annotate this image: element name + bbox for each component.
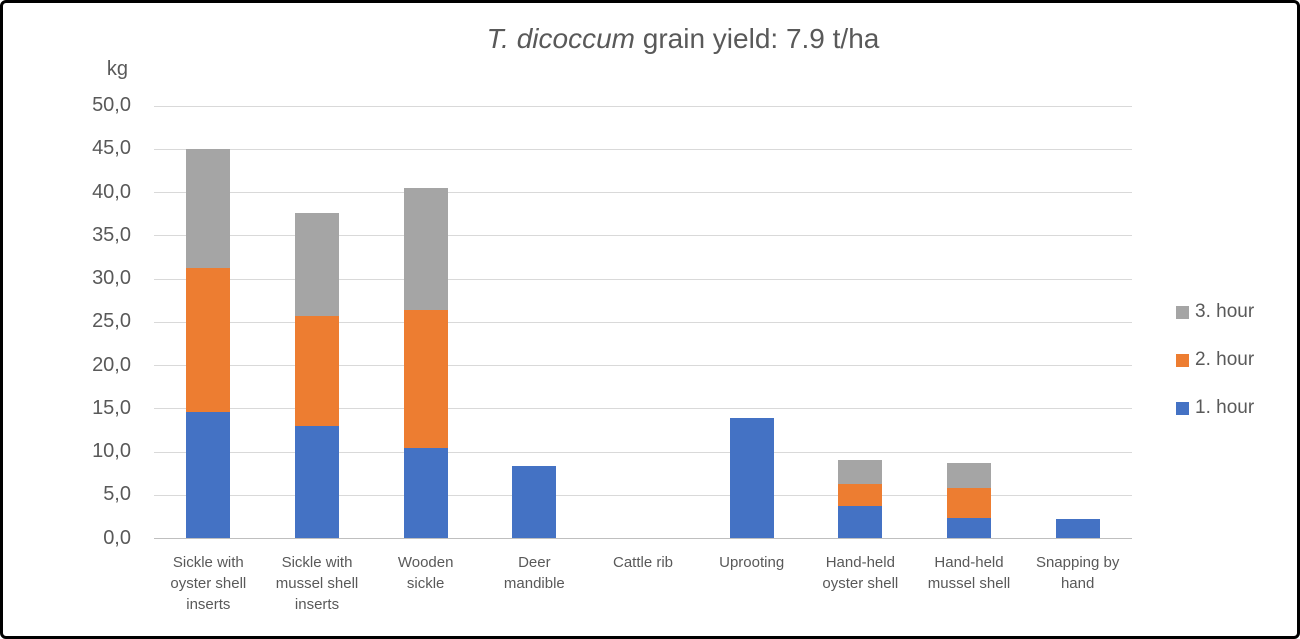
bar-segment-1-hour: [838, 506, 883, 539]
bar-segment-1-hour: [186, 412, 231, 539]
bar-segment-2-hour: [295, 316, 339, 427]
x-category-label: Hand-held oyster shell: [822, 554, 899, 592]
bar-segment-3-hour: [838, 459, 883, 484]
bar-segment-1-hour: [1055, 518, 1100, 539]
legend-swatch-icon: [1176, 401, 1189, 415]
legend-item: 1. hour: [1176, 397, 1255, 418]
x-category-label: Uprooting: [719, 554, 785, 571]
legend-label: 3. hour: [1195, 301, 1255, 322]
gridline: [154, 192, 1132, 193]
y-tick-label: 30,0: [92, 267, 131, 289]
gridline: [154, 278, 1132, 280]
y-tick-label: 20,0: [92, 353, 131, 376]
gridline: [154, 408, 1132, 410]
bar-segment-1-hour: [512, 465, 557, 539]
y-tick-label: 45,0: [92, 137, 131, 160]
y-tick-label: 50,0: [92, 94, 131, 116]
x-category-label: Wooden sickle: [397, 554, 454, 592]
gridline: [154, 105, 1132, 107]
y-tick-label: 10,0: [92, 440, 131, 462]
gridline: [154, 365, 1132, 366]
x-category-label: Cattle rib: [612, 554, 674, 571]
bar-segment-1-hour: [403, 447, 448, 539]
x-category-label: Deer mandible: [503, 554, 565, 592]
bar-segment-3-hour: [295, 213, 339, 317]
x-axis-line: [154, 538, 1132, 539]
gridline: [154, 321, 1132, 323]
legend-label: 2. hour: [1195, 349, 1255, 370]
x-category-label: Snapping by hand: [1035, 554, 1120, 592]
gridline: [154, 494, 1132, 496]
chart-title-text: grain yield: 7.9 t/ha: [634, 23, 880, 54]
bar-segment-2-hour: [403, 310, 448, 448]
legend-item: 3. hour: [1176, 301, 1255, 322]
gridline: [154, 148, 1132, 150]
bar-segment-2-hour: [186, 267, 231, 413]
bar-segment-1-hour: [729, 418, 774, 539]
bar-segment-2-hour: [838, 484, 883, 507]
gridline: [154, 451, 1132, 453]
chart-title-species: T. dicoccum: [486, 23, 635, 54]
legend-label: 1. hour: [1195, 397, 1255, 418]
legend-swatch-icon: [1176, 305, 1189, 319]
legend: 3. hour 2. hour 1. hour: [1176, 301, 1255, 446]
x-category-label: Sickle with mussel shell inserts: [275, 554, 359, 613]
x-category-label: Sickle with oyster shell inserts: [170, 554, 247, 613]
y-tick-label: 0,0: [103, 526, 131, 549]
y-tick-label: 35,0: [92, 223, 131, 246]
y-axis-unit-label: kg: [106, 58, 128, 80]
chart-title: T. dicoccum grain yield: 7.9 t/ha: [143, 23, 1223, 55]
bar-segment-2-hour: [947, 488, 991, 518]
bar-segment-3-hour: [403, 188, 448, 311]
y-tick-label: 5,0: [103, 483, 131, 506]
gridline: [154, 235, 1132, 237]
legend-item: 2. hour: [1176, 349, 1255, 370]
bar-segment-3-hour: [947, 463, 991, 489]
x-category-label: Hand-held mussel shell: [927, 554, 1011, 592]
bar-segment-1-hour: [295, 426, 339, 539]
y-tick-label: 40,0: [92, 180, 131, 203]
bar-segment-1-hour: [947, 517, 991, 539]
y-tick-label: 15,0: [92, 396, 131, 419]
y-tick-label: 25,0: [92, 310, 131, 333]
bar-segment-3-hour: [186, 149, 231, 268]
legend-swatch-icon: [1176, 353, 1189, 367]
